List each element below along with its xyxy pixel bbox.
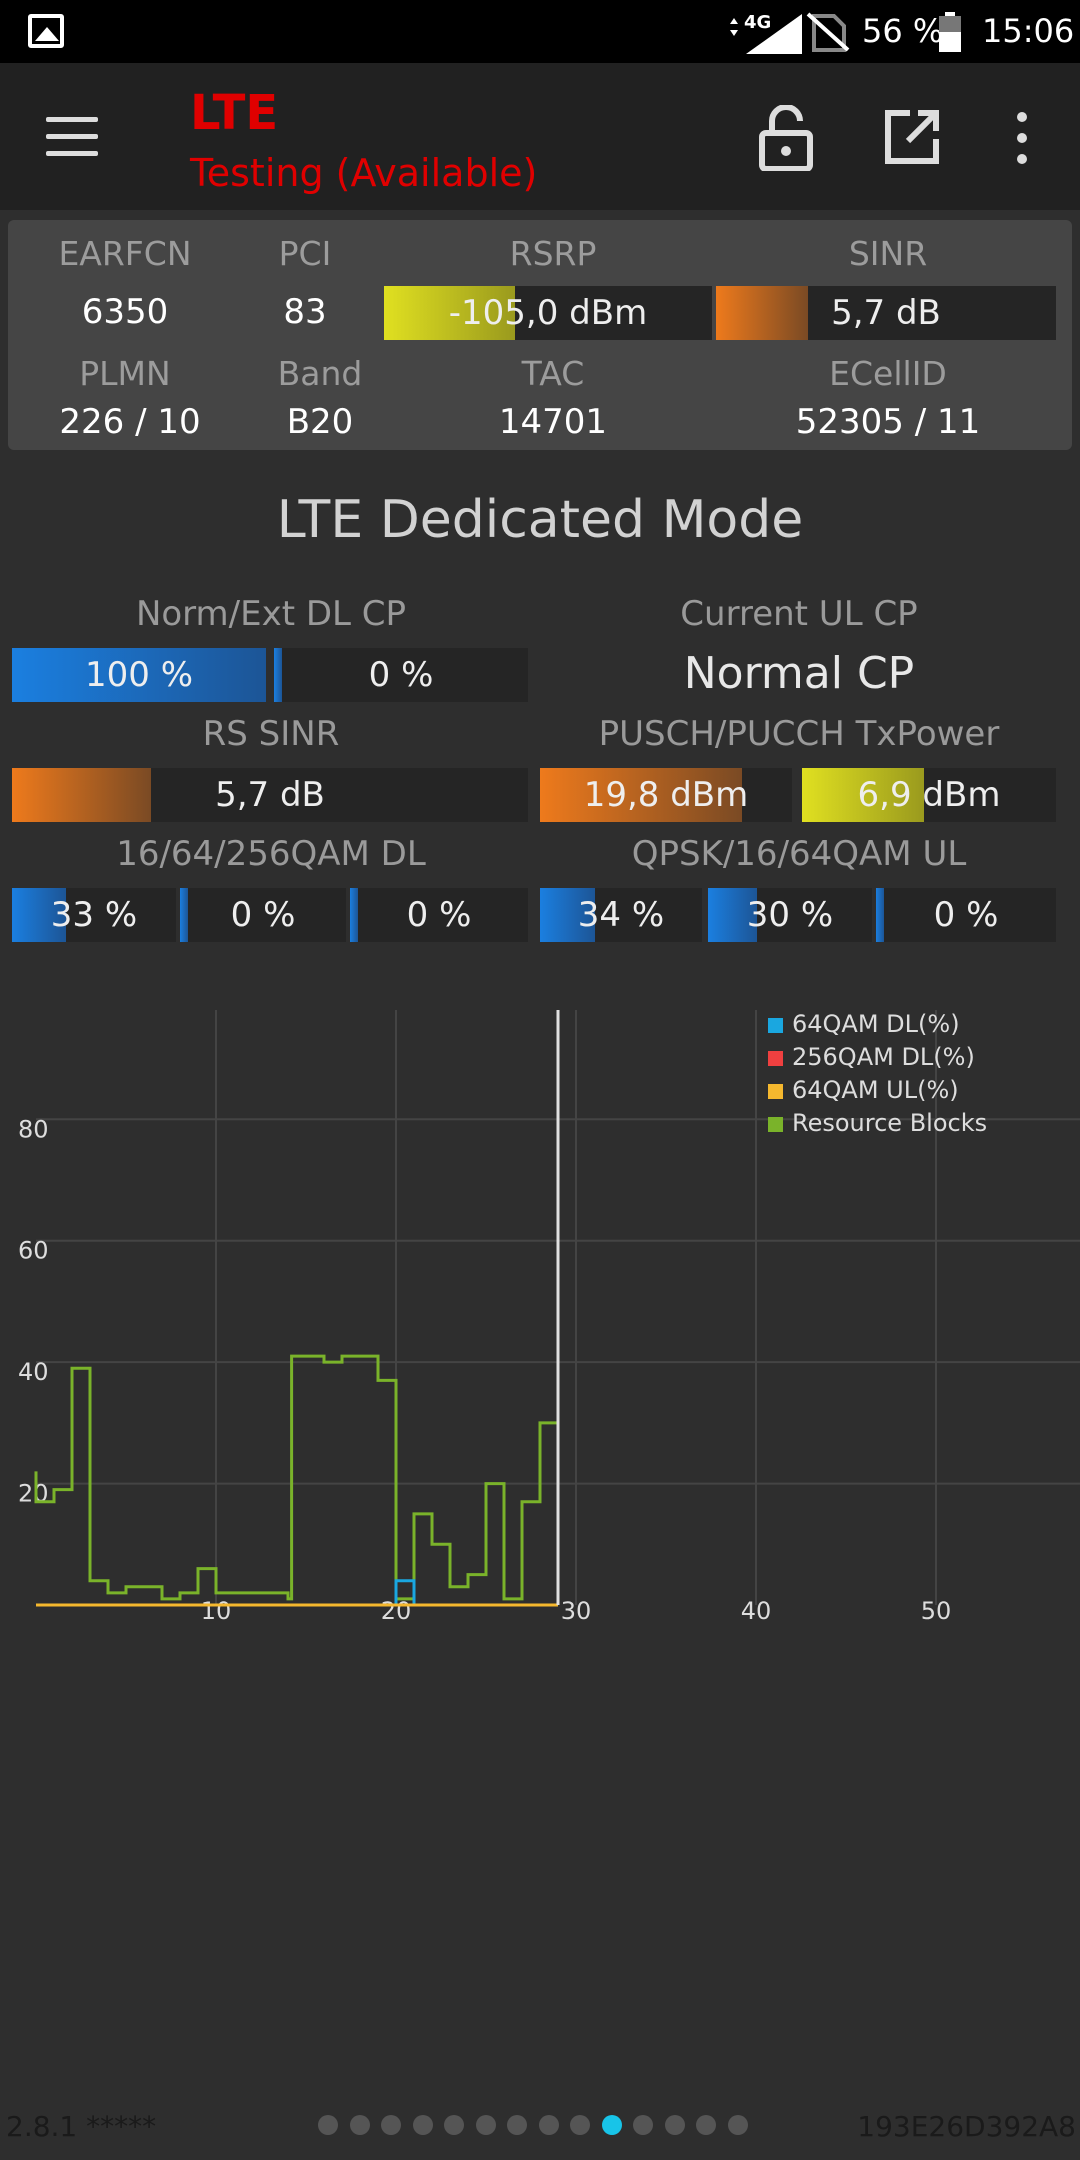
menu-icon[interactable] xyxy=(46,117,98,157)
band-label: Band xyxy=(277,354,363,393)
norm-dl-cp-bar: 100 % xyxy=(12,648,266,702)
legend-entry: Resource Blocks xyxy=(792,1109,987,1137)
page-dot[interactable] xyxy=(381,2115,401,2135)
legend-swatch xyxy=(768,1051,783,1066)
photo-notification-icon xyxy=(28,14,64,48)
app-subtitle: Testing (Available) xyxy=(190,151,538,195)
pusch-txpower-value: 19,8 dBm xyxy=(583,775,749,815)
ext-dl-cp-bar: 0 % xyxy=(274,648,528,702)
legend-swatch xyxy=(768,1018,783,1033)
qam-ul-label: QPSK/16/64QAM UL xyxy=(631,834,967,874)
pucch-txpower-value: 6,9 dBm xyxy=(857,775,1001,815)
app-title: LTE xyxy=(190,85,279,141)
page-dot[interactable] xyxy=(349,2115,370,2135)
current-ul-cp-value: Normal CP xyxy=(683,648,915,699)
earfcn-label: EARFCN xyxy=(58,234,192,273)
page-dot[interactable] xyxy=(601,2115,622,2135)
band-value: B20 xyxy=(286,402,354,442)
txpower-label: PUSCH/PUCCH TxPower xyxy=(598,714,1000,754)
legend-swatch xyxy=(768,1117,783,1132)
x-tick-label: 50 xyxy=(921,1597,952,1625)
app-version: 2.8.1 ***** xyxy=(6,2110,157,2143)
no-sim-icon xyxy=(806,12,850,52)
qpsk-ul-bar: 34 % xyxy=(540,888,702,942)
qam64-dl-bar: 0 % xyxy=(180,888,346,942)
rs-sinr-value: 5,7 dB xyxy=(215,775,325,815)
norm-dl-cp-value: 100 % xyxy=(84,655,193,695)
ext-dl-cp-value: 0 % xyxy=(368,655,434,695)
battery-icon xyxy=(939,12,961,52)
rsrp-value: -105,0 dBm xyxy=(448,293,648,333)
legend-entry: 64QAM DL(%) xyxy=(792,1010,960,1038)
earfcn-value: 6350 xyxy=(81,292,169,332)
sinr-label: SINR xyxy=(848,234,928,273)
page-dot[interactable] xyxy=(696,2115,716,2135)
qam16-dl-value: 33 % xyxy=(50,895,138,935)
rs-sinr-bar: 5,7 dB xyxy=(12,768,528,822)
y-tick-label: 80 xyxy=(18,1115,49,1143)
tac-label: TAC xyxy=(521,354,585,393)
qam64-ul-bar: 0 % xyxy=(876,888,1056,942)
qam16-dl-bar: 33 % xyxy=(12,888,176,942)
signal-4g-icon: 4G xyxy=(730,12,802,54)
pucch-txpower-bar: 6,9 dBm xyxy=(802,768,1056,822)
ecellid-label: ECellID xyxy=(829,354,947,393)
cell-info-panel: EARFCN PCI RSRP SINR 6350 83 -105,0 dBm … xyxy=(8,220,1072,450)
pci-label: PCI xyxy=(278,234,332,273)
page-dot[interactable] xyxy=(444,2115,464,2135)
qam64-ul-value: 0 % xyxy=(933,895,999,935)
legend-entry: 64QAM UL(%) xyxy=(792,1076,959,1104)
network-type-label: 4G xyxy=(744,12,771,33)
y-tick-label: 40 xyxy=(18,1358,49,1386)
series-line xyxy=(34,1354,558,1601)
norm-ext-dl-cp-label: Norm/Ext DL CP xyxy=(135,594,407,634)
tac-value: 14701 xyxy=(498,402,608,442)
legend-entry: 256QAM DL(%) xyxy=(792,1043,975,1071)
qam16-ul-bar: 30 % xyxy=(708,888,872,942)
ecellid-value: 52305 / 11 xyxy=(795,402,981,442)
plmn-value: 226 / 10 xyxy=(59,402,201,442)
plmn-label: PLMN xyxy=(79,354,171,393)
legend-swatch xyxy=(768,1084,783,1099)
status-bar: 4G 56 % 15:06 xyxy=(0,0,1080,63)
clock: 15:06 xyxy=(982,12,1075,50)
device-id: 193E26D392A8 xyxy=(857,2110,1076,2143)
qpsk-ul-value: 34 % xyxy=(577,895,665,935)
lock-open-icon[interactable] xyxy=(758,105,814,171)
more-vert-icon[interactable] xyxy=(1012,111,1032,165)
page-dot[interactable] xyxy=(633,2115,653,2135)
page-dot[interactable] xyxy=(664,2115,685,2135)
open-in-new-icon[interactable] xyxy=(884,109,940,165)
pusch-txpower-bar: 19,8 dBm xyxy=(540,768,792,822)
x-tick-label: 10 xyxy=(201,1597,232,1625)
qam256-dl-bar: 0 % xyxy=(350,888,528,942)
app-bar: LTE Testing (Available) xyxy=(0,63,1080,210)
page-dot[interactable] xyxy=(412,2115,433,2135)
qam-dl-label: 16/64/256QAM DL xyxy=(116,834,426,874)
section-title: LTE Dedicated Mode xyxy=(276,490,804,550)
pci-value: 83 xyxy=(283,292,327,332)
x-tick-label: 40 xyxy=(741,1597,772,1625)
qam256-dl-value: 0 % xyxy=(406,895,472,935)
qam16-ul-value: 30 % xyxy=(746,895,834,935)
x-tick-label: 30 xyxy=(561,1597,592,1625)
current-ul-cp-label: Current UL CP xyxy=(680,594,918,634)
sinr-value: 5,7 dB xyxy=(831,293,941,333)
page-dot[interactable] xyxy=(507,2115,527,2135)
rsrp-label: RSRP xyxy=(509,234,597,273)
rsrp-bar: -105,0 dBm xyxy=(384,286,712,340)
page-dot[interactable] xyxy=(570,2115,590,2135)
rs-sinr-label: RS SINR xyxy=(202,714,340,754)
sinr-bar: 5,7 dB xyxy=(716,286,1056,340)
qam64-dl-value: 0 % xyxy=(230,895,296,935)
page-dot[interactable] xyxy=(538,2115,559,2135)
battery-percent: 56 % xyxy=(862,12,944,50)
y-tick-label: 20 xyxy=(18,1480,49,1508)
y-tick-label: 60 xyxy=(18,1237,49,1265)
page-dot[interactable] xyxy=(475,2115,496,2135)
page-dot[interactable] xyxy=(318,2115,338,2135)
page-dot[interactable] xyxy=(727,2115,748,2135)
